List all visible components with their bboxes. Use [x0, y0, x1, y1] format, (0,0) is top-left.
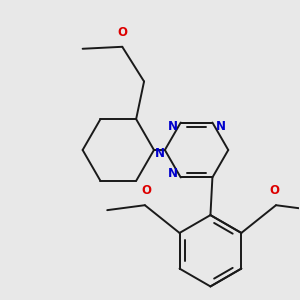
- Text: N: N: [155, 147, 165, 160]
- Text: O: O: [142, 184, 152, 197]
- Text: N: N: [168, 167, 178, 180]
- Text: N: N: [215, 120, 225, 133]
- Text: O: O: [269, 184, 279, 197]
- Text: N: N: [168, 120, 178, 133]
- Text: O: O: [117, 26, 127, 39]
